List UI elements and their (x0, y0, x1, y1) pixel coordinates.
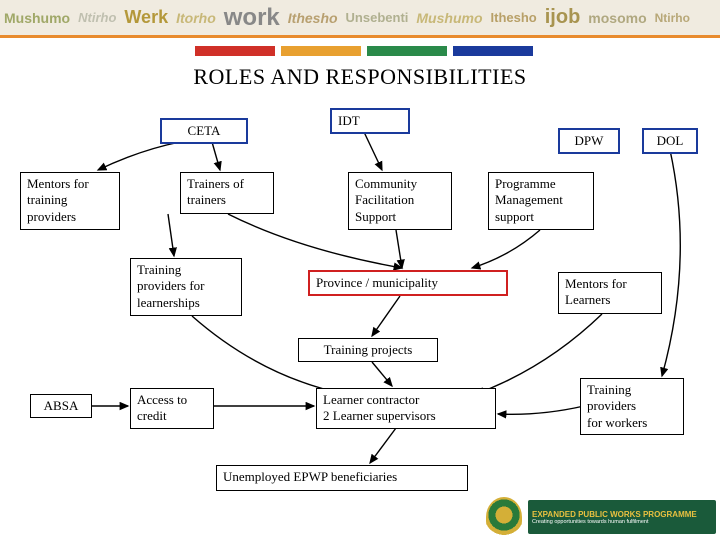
node-label-line: Management (495, 192, 587, 208)
node-idt: IDT (330, 108, 410, 134)
node-label-line: CETA (168, 123, 240, 139)
node-label-line: Unemployed EPWP beneficiaries (223, 469, 461, 485)
banner-word: Mushumo (4, 10, 70, 26)
banner-word: Mushumo (416, 10, 482, 26)
node-access-credit: Access tocredit (130, 388, 214, 429)
node-mentors-tp: Mentors fortrainingproviders (20, 172, 120, 230)
node-label-line: Community (355, 176, 445, 192)
banner-word: Ithesho (288, 10, 338, 26)
arrow (364, 132, 382, 170)
epwp-logo: EXPANDED PUBLIC WORKS PROGRAMME Creating… (528, 500, 716, 534)
node-learner-contractor: Learner contractor2 Learner supervisors (316, 388, 496, 429)
node-label-line: Learners (565, 292, 655, 308)
banner-word: Itorho (176, 10, 216, 26)
node-training-projects: Training projects (298, 338, 438, 362)
node-label-line: Support (355, 209, 445, 225)
arrow (396, 230, 402, 268)
node-label-line: Access to (137, 392, 207, 408)
node-mentors-learners: Mentors forLearners (558, 272, 662, 314)
banner-words: Mushumo Ntirho Werk Itorho work Ithesho Unsebe… (0, 0, 720, 35)
node-label-line: Facilitation (355, 192, 445, 208)
arrow (498, 406, 584, 414)
node-label-line: ABSA (37, 398, 85, 414)
node-label-line: Programme (495, 176, 587, 192)
node-training-prov-workers: Trainingproviders for workers (580, 378, 684, 435)
node-label-line: Trainers of (187, 176, 267, 192)
page-title: ROLES AND RESPONSIBILITIES (0, 64, 720, 90)
footer-logos: EXPANDED PUBLIC WORKS PROGRAMME Creating… (486, 496, 716, 538)
node-ceta: CETA (160, 118, 248, 144)
color-bar (195, 46, 533, 56)
arrow (98, 142, 180, 170)
node-community: CommunityFacilitationSupport (348, 172, 452, 230)
banner-word: mosomo (588, 10, 646, 26)
node-label-line: DPW (566, 133, 612, 149)
node-label-line: IDT (338, 113, 402, 129)
node-label-line: Mentors for (565, 276, 655, 292)
node-dol: DOL (642, 128, 698, 154)
node-label-line: 2 Learner supervisors (323, 408, 489, 424)
node-dpw: DPW (558, 128, 620, 154)
epwp-subtitle: Creating opportunities towards human ful… (532, 519, 712, 525)
banner-word: Ithesho (491, 10, 537, 25)
node-label-line: credit (137, 408, 207, 424)
node-label-line: Province / municipality (316, 275, 500, 291)
arrow (370, 428, 396, 463)
arrow (472, 230, 540, 268)
banner-word: Ntirho (655, 11, 690, 25)
arrow (372, 296, 400, 336)
node-label-line: Training (137, 262, 235, 278)
color-segment (195, 46, 275, 56)
color-segment (281, 46, 361, 56)
arrow (168, 214, 174, 256)
epwp-title: EXPANDED PUBLIC WORKS PROGRAMME (532, 510, 712, 519)
decorative-banner: Mushumo Ntirho Werk Itorho work Ithesho Unsebe… (0, 0, 720, 38)
node-label-line: for workers (587, 415, 677, 431)
node-label-line: learnerships (137, 295, 235, 311)
color-segment (453, 46, 533, 56)
node-label-line: DOL (650, 133, 690, 149)
node-label-line: Training projects (305, 342, 431, 358)
banner-word: Ntirho (78, 10, 116, 25)
node-label-line: Learner contractor (323, 392, 489, 408)
color-segment (367, 46, 447, 56)
node-province: Province / municipality (308, 270, 508, 296)
node-label-line: providers (27, 209, 113, 225)
node-unemployed: Unemployed EPWP beneficiaries (216, 465, 468, 491)
banner-word: work (224, 4, 280, 32)
arrow (662, 150, 680, 376)
node-label-line: Training (587, 382, 677, 398)
node-label-line: Mentors for (27, 176, 113, 192)
node-training-prov-learn: Trainingproviders forlearnerships (130, 258, 242, 316)
node-label-line: providers for (137, 278, 235, 294)
banner-word: Werk (124, 7, 168, 28)
node-label-line: training (27, 192, 113, 208)
arrow (212, 142, 220, 170)
coat-of-arms-icon (486, 497, 522, 537)
banner-word: Unsebenti (346, 10, 409, 25)
banner-word: ijob (545, 6, 581, 29)
node-label-line: trainers (187, 192, 267, 208)
node-label-line: support (495, 209, 587, 225)
arrow (372, 362, 392, 386)
node-label-line: providers (587, 398, 677, 414)
node-programme: ProgrammeManagementsupport (488, 172, 594, 230)
node-trainers: Trainers oftrainers (180, 172, 274, 214)
node-absa: ABSA (30, 394, 92, 418)
